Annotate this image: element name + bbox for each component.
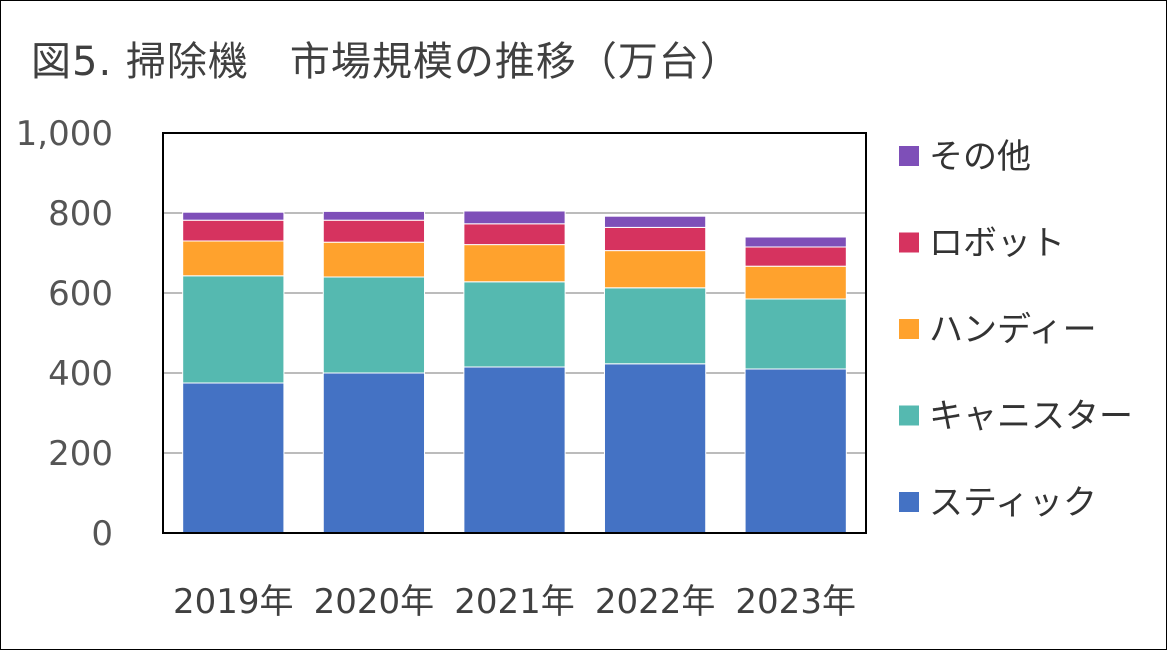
bar-segment	[182, 382, 285, 534]
bar-segment	[322, 210, 426, 221]
bar-segment	[603, 215, 707, 228]
x-tick-label: 2019年	[173, 582, 294, 622]
legend-label: スティック	[929, 483, 1097, 523]
bar-segment	[603, 250, 707, 289]
bar-segment	[182, 240, 285, 277]
bar-segment	[463, 210, 566, 225]
y-tick-label: 400	[48, 354, 113, 394]
y-tick-label: 800	[48, 194, 113, 234]
bar-segment	[322, 219, 426, 243]
legend-label: ロボット	[929, 224, 1065, 264]
y-tick-label: 0	[91, 514, 113, 554]
bar-segment	[463, 281, 566, 368]
plot-area-border	[162, 132, 867, 534]
y-tick-labels: 0 200 400 600 800 1,000	[16, 114, 113, 554]
bar-segment	[182, 219, 285, 242]
legend-swatch	[899, 232, 919, 253]
chart-title: 図5. 掃除機 市場規模の推移（万台）	[31, 39, 741, 85]
legend-swatch	[899, 405, 919, 426]
y-tick-label: 1,000	[16, 114, 113, 154]
bar-segment	[603, 287, 707, 365]
legend-swatch	[899, 146, 919, 166]
bar-segment	[322, 372, 426, 534]
bar-segment	[463, 244, 566, 283]
x-tick-label: 2022年	[595, 582, 716, 622]
bar-segment	[463, 366, 566, 534]
x-tick-label: 2020年	[314, 582, 435, 622]
bars	[182, 210, 847, 534]
legend-label: その他	[929, 137, 1031, 177]
bar-segment	[744, 236, 847, 248]
axes	[162, 132, 867, 534]
x-tick-labels: 2019年 2020年 2021年 2022年 2023年	[173, 582, 856, 622]
legend-swatch	[899, 492, 919, 512]
bar-segment	[182, 275, 285, 384]
legend-label: キャニスター	[929, 397, 1133, 437]
bar-segment	[744, 298, 847, 370]
y-tick-label: 200	[48, 434, 113, 474]
x-tick-label: 2021年	[454, 582, 575, 622]
bar-segment	[322, 241, 426, 278]
y-tick-label: 600	[48, 274, 113, 314]
bar-segment	[744, 368, 847, 534]
legend-swatch	[899, 319, 919, 339]
legend-label: ハンディー	[929, 310, 1097, 350]
x-tick-label: 2023年	[735, 582, 856, 622]
bar-segment	[182, 211, 285, 221]
bar-segment	[603, 363, 707, 534]
bar-segment	[463, 223, 566, 246]
bar-segment	[744, 246, 847, 267]
bar-segment	[603, 226, 707, 252]
bar-segment	[322, 276, 426, 374]
bar-segment	[744, 265, 847, 300]
